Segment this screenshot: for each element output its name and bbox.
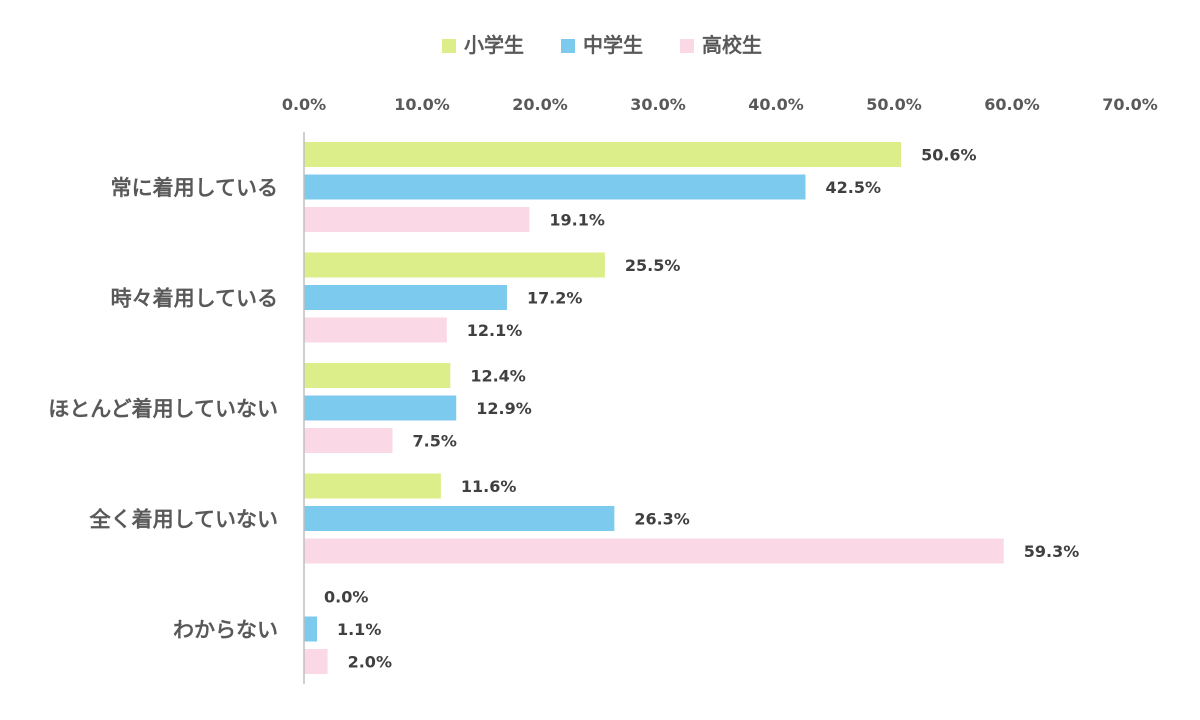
bar <box>304 317 447 343</box>
data-label: 0.0% <box>324 588 368 607</box>
category-label: 常に着用している <box>111 176 278 200</box>
data-label: 12.9% <box>476 399 532 418</box>
data-label: 12.4% <box>470 367 526 386</box>
bar <box>304 649 328 674</box>
legend: 小学生 中学生 高校生 <box>442 33 762 57</box>
legend-label: 中学生 <box>583 33 643 57</box>
x-tick-label: 50.0% <box>866 95 922 114</box>
data-label: 19.1% <box>549 211 605 230</box>
bar <box>304 538 1004 564</box>
legend-label: 高校生 <box>702 33 762 57</box>
data-label: 11.6% <box>461 477 517 496</box>
bar <box>304 207 530 232</box>
data-label: 12.1% <box>467 321 523 340</box>
x-tick-label: 10.0% <box>394 95 450 114</box>
bar <box>304 428 393 453</box>
category-label: わからない <box>173 618 278 642</box>
category-label: 時々着用している <box>111 287 278 311</box>
bar <box>304 285 507 310</box>
value-labels: 50.6% 42.5% 19.1% 25.5% 17.2%12.1% 12.4% 12.9%… <box>324 146 1079 672</box>
legend-label: 小学生 <box>464 33 524 57</box>
x-tick-label: 20.0% <box>512 95 568 114</box>
x-tick-label: 30.0% <box>630 95 686 114</box>
bar <box>304 473 441 499</box>
data-label: 7.5% <box>413 432 457 451</box>
x-tick-label: 70.0% <box>1102 95 1158 114</box>
data-label: 26.3% <box>634 510 690 529</box>
category-label: ほとんど着用していない <box>48 397 278 421</box>
bar <box>304 616 317 642</box>
data-label: 59.3% <box>1024 542 1080 561</box>
bar <box>304 363 451 388</box>
data-label: 50.6% <box>921 146 977 165</box>
legend-swatch <box>561 39 575 53</box>
data-label: 2.0% <box>348 653 392 672</box>
category-labels: 常に着用している時々着用しているほとんど着用していない全く着用していないわからな… <box>48 176 278 642</box>
bar <box>304 252 605 278</box>
legend-swatch <box>442 39 456 53</box>
x-axis-ticks: 0.0% 10.0% 20.0% 30.0% 40.0% 50.0% 60.0% 70.0% <box>282 95 1158 114</box>
x-tick-label: 60.0% <box>984 95 1040 114</box>
x-tick-label: 0.0% <box>282 95 326 114</box>
bar <box>304 174 806 200</box>
x-tick-label: 40.0% <box>748 95 804 114</box>
bar <box>304 142 902 167</box>
legend-swatch <box>680 39 694 53</box>
data-label: 42.5% <box>826 178 882 197</box>
data-label: 25.5% <box>625 256 681 275</box>
data-label: 1.1% <box>337 620 381 639</box>
data-label: 17.2% <box>527 289 583 308</box>
bars <box>304 142 1004 674</box>
category-label: 全く着用していない <box>89 508 278 532</box>
bar <box>304 395 457 421</box>
bar <box>304 506 615 531</box>
